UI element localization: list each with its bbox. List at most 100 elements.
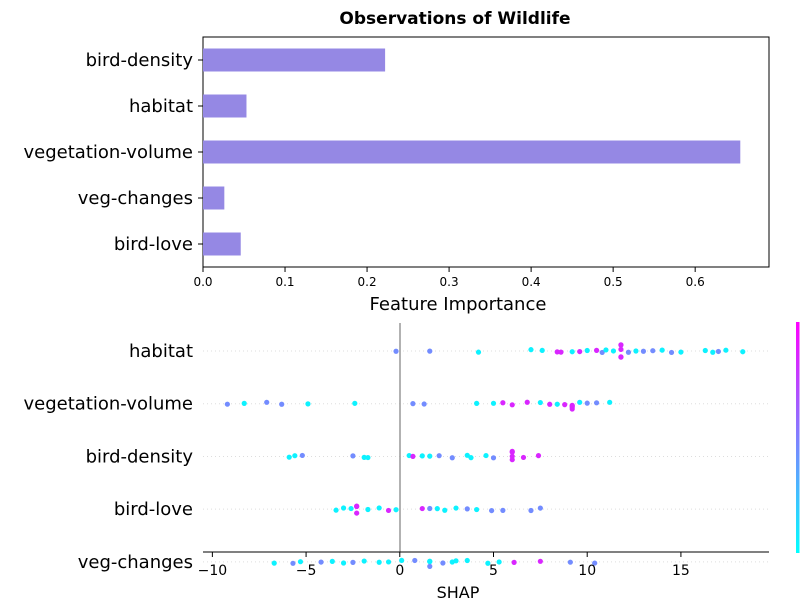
shap-point <box>410 453 416 459</box>
shap-point <box>474 506 480 513</box>
shap-point <box>509 402 515 408</box>
top-x-axis-label: Feature Importance <box>370 294 547 315</box>
shap-point <box>361 454 367 460</box>
shap-point <box>740 349 746 355</box>
shap-point <box>449 455 455 461</box>
shap-point <box>659 347 665 353</box>
bottom-x-tick-label: 5 <box>489 563 498 579</box>
shap-point <box>365 506 371 513</box>
shap-point <box>537 505 543 511</box>
shap-point <box>715 348 721 355</box>
bar-bird-love <box>203 232 241 256</box>
shap-point <box>292 453 298 459</box>
shap-point <box>436 453 442 459</box>
bar-veg-changes <box>203 186 225 210</box>
bottom-category-label: vegetation-volume <box>24 394 194 415</box>
shap-point <box>490 455 497 461</box>
shap-point <box>297 559 304 565</box>
shap-point <box>537 399 543 406</box>
shap-point <box>496 559 502 565</box>
shap-point <box>427 348 433 354</box>
shap-point <box>434 506 440 512</box>
shap-point <box>376 559 382 565</box>
bottom-x-axis-label: SHAP <box>437 583 480 602</box>
shap-point <box>584 347 590 354</box>
top-x-tick-label: 0.0 <box>193 275 212 289</box>
shap-point <box>412 557 418 564</box>
shap-point <box>599 349 605 356</box>
shap-point <box>537 558 543 564</box>
top-x-tick-label: 0.4 <box>522 275 541 289</box>
shap-point <box>490 400 497 406</box>
shap-point <box>468 455 474 461</box>
shap-point <box>399 557 405 564</box>
shap-point <box>427 453 433 459</box>
shap-point <box>352 400 358 406</box>
shap-point <box>419 453 425 459</box>
shap-point <box>603 347 609 353</box>
top-category-label: vegetation-volume <box>24 142 194 163</box>
shap-point <box>453 558 459 564</box>
shap-point <box>421 401 427 407</box>
shap-point <box>427 505 433 512</box>
shap-point <box>442 507 448 513</box>
shap-point <box>524 399 530 405</box>
bottom-x-tick-label: 15 <box>672 563 690 579</box>
shap-point <box>410 401 416 407</box>
shap-point <box>509 448 515 454</box>
shap-point <box>393 507 399 513</box>
shap-point <box>702 347 708 354</box>
feature-importance-chart: Observations of Wildlife bird-density hab… <box>24 9 770 315</box>
shap-point <box>279 401 285 407</box>
top-x-tick-label: 0.2 <box>358 275 377 289</box>
colorbar <box>796 322 800 553</box>
top-x-tick-label: 0.3 <box>440 275 459 289</box>
shap-point <box>474 400 480 406</box>
shap-point <box>577 348 583 355</box>
chart-title: Observations of Wildlife <box>339 9 570 29</box>
shap-point <box>350 559 356 565</box>
shap-point <box>569 402 575 408</box>
shap-point <box>610 348 617 354</box>
shap-point <box>640 348 647 354</box>
shap-beeswarm-chart: habitat vegetation-volume bird-density bird… <box>24 322 800 602</box>
shap-point <box>668 349 675 356</box>
shap-point <box>453 505 459 511</box>
shap-point <box>464 452 470 458</box>
shap-point <box>650 348 656 354</box>
bottom-category-label: habitat <box>129 341 193 362</box>
shap-point <box>354 510 360 516</box>
bar-bird-density <box>203 48 386 72</box>
shap-point <box>318 559 324 565</box>
bottom-category-label: bird-density <box>86 446 194 467</box>
shap-point <box>483 452 489 459</box>
shap-point <box>348 505 354 512</box>
shap-point <box>464 506 470 512</box>
shap-point <box>539 347 545 354</box>
shap-point <box>710 349 716 355</box>
shap-point <box>577 399 583 405</box>
shap-point <box>464 557 470 564</box>
shap-point <box>528 507 534 514</box>
shap-point <box>361 558 367 564</box>
shap-point <box>592 560 598 566</box>
shap-point <box>427 563 433 569</box>
top-x-tick-label: 0.6 <box>686 275 705 289</box>
shap-point <box>618 342 624 348</box>
shap-point <box>500 400 506 406</box>
shap-point <box>333 507 339 513</box>
shap-point <box>558 349 564 355</box>
shap-point <box>286 454 292 460</box>
bottom-x-tick-label: 10 <box>578 563 596 579</box>
shap-point <box>354 503 360 509</box>
shap-point <box>427 558 433 564</box>
shap-point <box>509 453 515 459</box>
shap-point <box>299 452 305 459</box>
shap-point <box>554 349 560 355</box>
shap-point <box>584 400 590 406</box>
shap-point <box>593 400 600 406</box>
bar-vegetation-volume <box>203 140 741 164</box>
bottom-category-label: veg-changes <box>78 552 193 573</box>
shap-point <box>678 349 684 355</box>
